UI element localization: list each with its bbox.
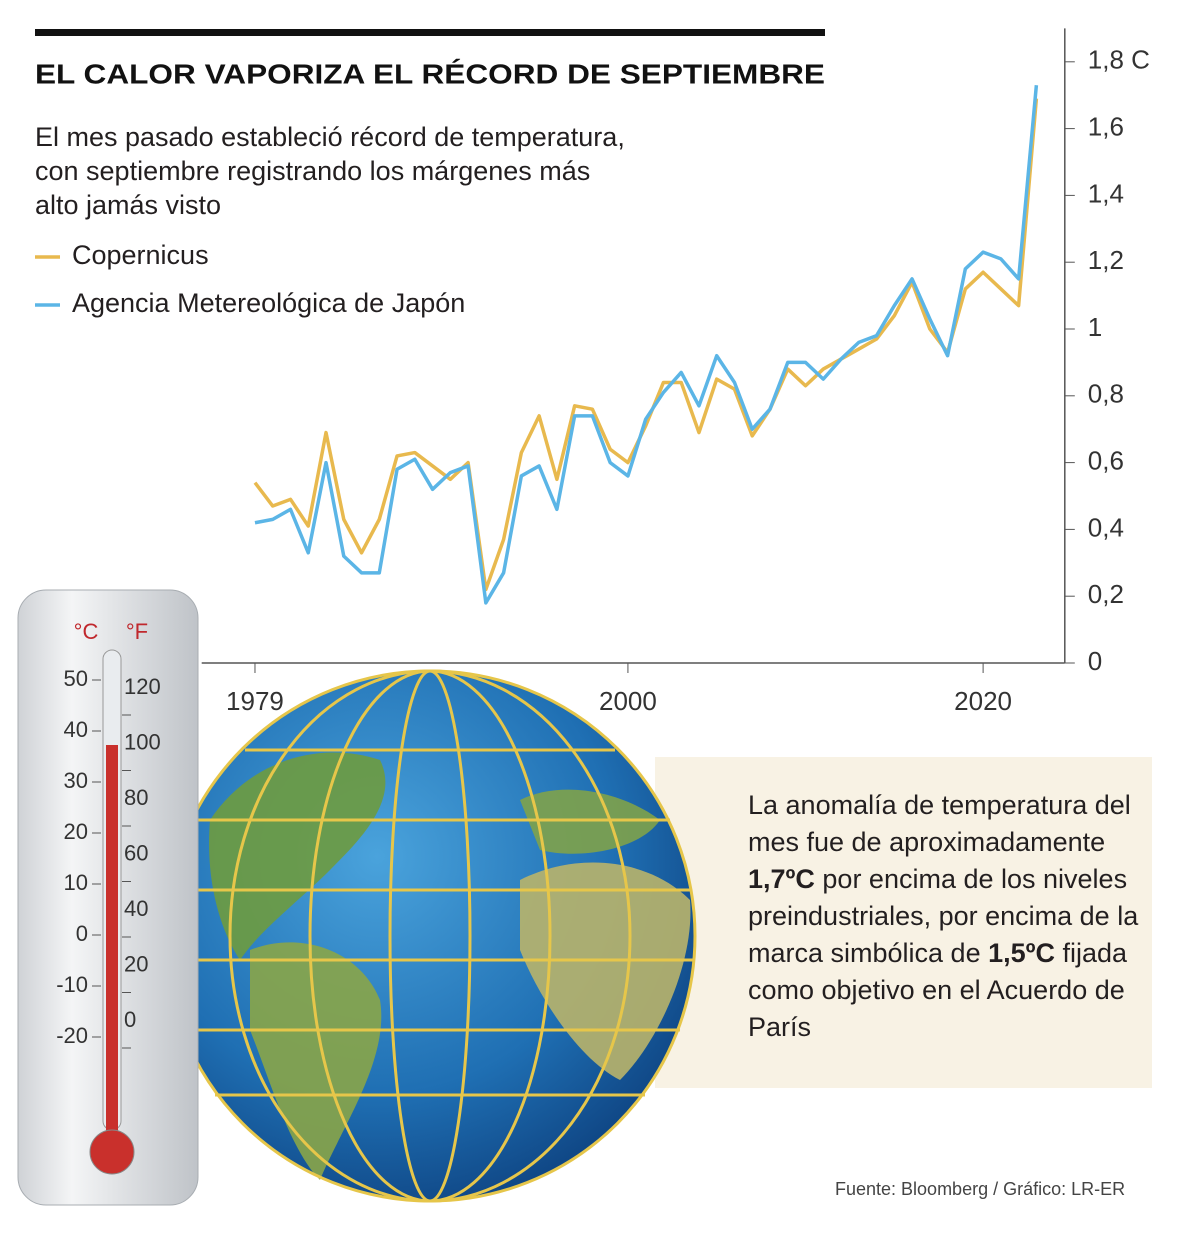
celsius-tick: 10 (64, 870, 88, 895)
globe (163, 669, 697, 1203)
fahrenheit-tick: 80 (124, 785, 148, 810)
chart-title: EL CALOR VAPORIZA EL RÉCORD DE SEPTIEMBR… (35, 58, 825, 89)
y-tick-label: 0 (1088, 646, 1102, 676)
legend-label: Copernicus (72, 240, 209, 270)
fahrenheit-label: °F (126, 619, 148, 644)
y-tick-label: 1,4 (1088, 178, 1124, 208)
celsius-tick: 50 (64, 666, 88, 691)
celsius-label: °C (74, 619, 99, 644)
y-tick-label: 1,6 (1088, 111, 1124, 141)
title-bar (35, 29, 825, 36)
celsius-tick: 0 (76, 921, 88, 946)
fahrenheit-tick: 20 (124, 951, 148, 976)
y-tick-label: 1,8 C (1088, 45, 1150, 75)
annotation-text: La anomalía de temperatura del mes fue d… (748, 790, 1131, 857)
celsius-tick: -20 (56, 1023, 88, 1048)
y-tick-label: 1,2 (1088, 245, 1124, 275)
subtitle: El mes pasado estableció récord de tempe… (35, 122, 625, 220)
source: Fuente: Bloomberg / Gráfico: LR-ER (835, 1179, 1126, 1199)
celsius-tick: 20 (64, 819, 88, 844)
annotation-highlight: 1,5ºC (988, 938, 1055, 968)
annotation-highlight: 1,7ºC (748, 864, 815, 894)
fahrenheit-tick: 60 (124, 840, 148, 865)
thermometer (17, 589, 199, 1206)
fahrenheit-tick: 100 (124, 729, 161, 754)
series-line (253, 98, 1039, 592)
series-line (254, 85, 1039, 605)
x-tick-label: 2020 (954, 686, 1012, 716)
y-tick-label: 1 (1088, 312, 1102, 342)
y-tick-label: 0,6 (1088, 445, 1124, 475)
fahrenheit-tick: 40 (124, 896, 148, 921)
fahrenheit-tick: 120 (124, 674, 161, 699)
celsius-tick: 40 (64, 717, 88, 742)
fahrenheit-tick: 0 (124, 1007, 136, 1032)
annotation-text: por encima de los niveles preindustriale… (748, 864, 1139, 968)
y-tick-label: 0,4 (1088, 512, 1124, 542)
annotation-text: fijada como objetivo en el Acuerdo de Pa… (748, 938, 1128, 1042)
y-tick-label: 0,8 (1088, 379, 1124, 409)
celsius-tick: -10 (56, 972, 88, 997)
x-tick-label: 2000 (599, 686, 657, 716)
annotation-box (655, 757, 1152, 1088)
y-tick-label: 0,2 (1088, 579, 1124, 609)
legend-label: Agencia Metereológica de Japón (72, 288, 465, 318)
annotation: La anomalía de temperatura del mes fue d… (748, 787, 1148, 1046)
x-tick-label: 1979 (226, 686, 284, 716)
celsius-tick: 30 (64, 768, 88, 793)
